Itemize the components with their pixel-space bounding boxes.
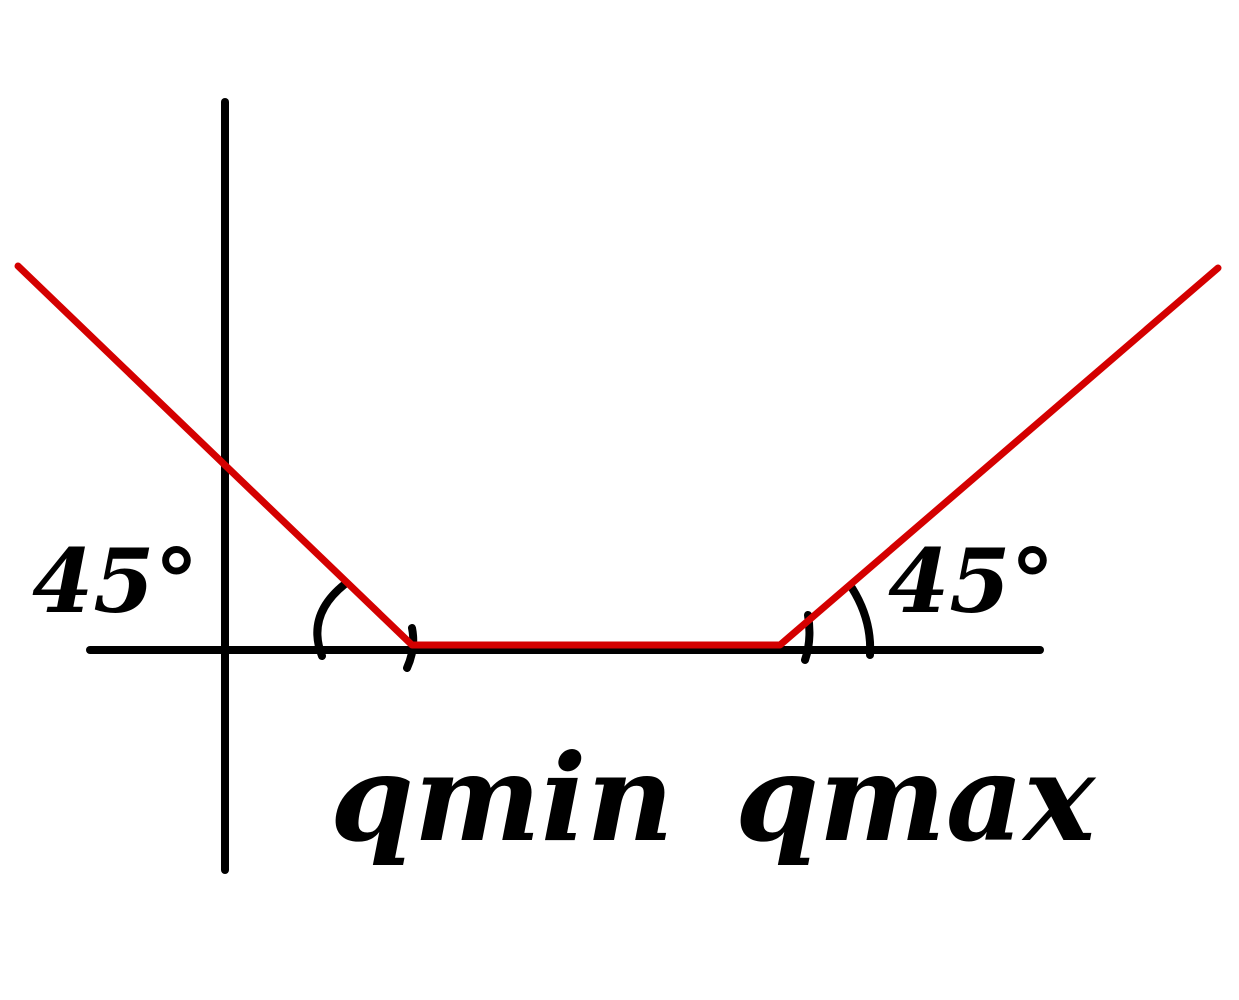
- right-angle-label: 45°: [888, 529, 1054, 633]
- cost-curve: [14, 262, 1222, 649]
- left-angle-label: 45°: [32, 529, 198, 633]
- qmax-label: qmax: [735, 728, 1097, 869]
- qmin-label: qmin: [330, 728, 674, 869]
- right-angle-arc: [848, 584, 875, 659]
- left-angle-arc: [313, 580, 349, 660]
